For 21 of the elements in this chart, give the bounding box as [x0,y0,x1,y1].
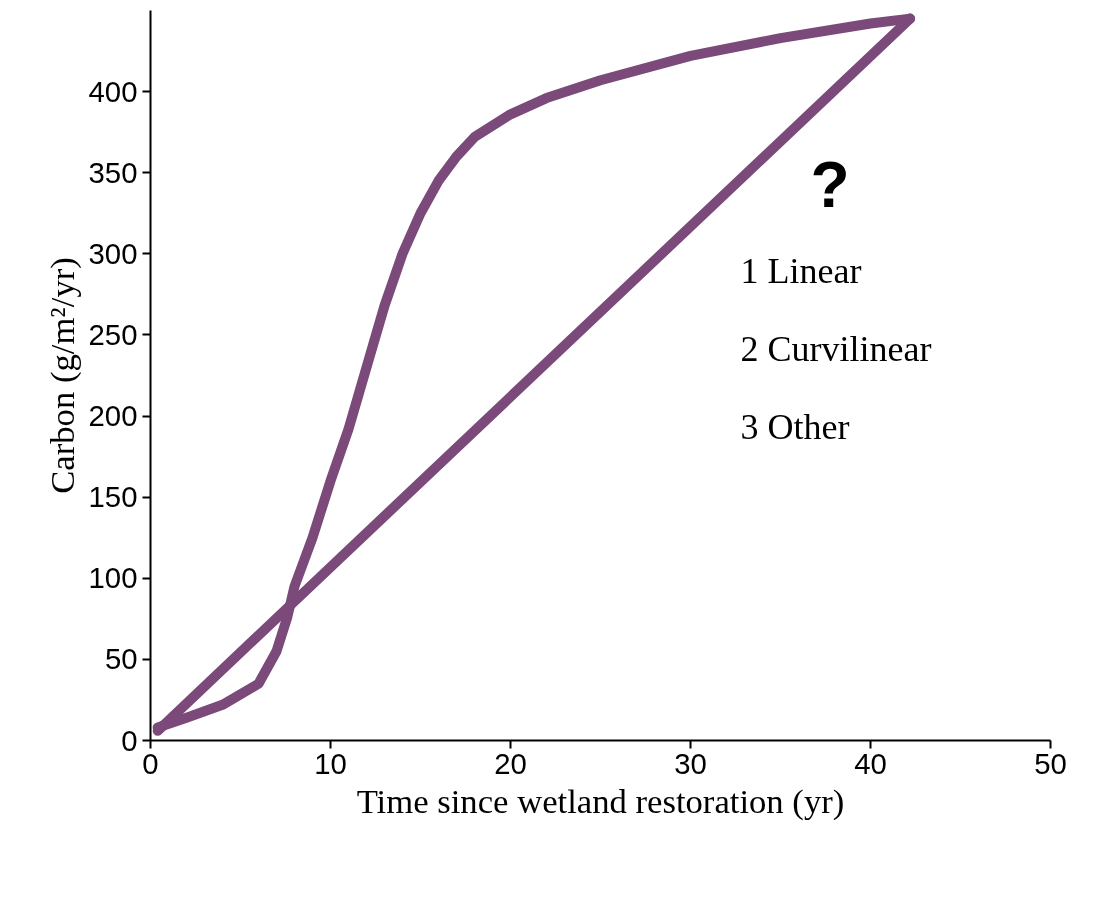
annotation: 2 Curvilinear [740,328,932,369]
annotation: 3 Other [740,406,850,447]
y-tick-label: 50 [104,642,138,676]
x-tick-label: 0 [142,746,159,780]
y-tick-label: 200 [88,399,138,433]
x-tick-label: 10 [314,746,347,780]
y-tick-label: 150 [88,480,138,514]
y-axis-title: Carbon (g/m²/yr) [42,257,82,494]
x-tick-label: 20 [494,746,527,780]
x-tick-label: 50 [1034,746,1067,780]
x-tick-label: 30 [674,746,707,780]
x-axis-title: Time since wetland restoration (yr) [356,781,845,821]
y-tick-label: 100 [88,561,138,595]
y-tick-label: 0 [121,723,138,757]
y-tick-label: 400 [88,74,138,108]
annotation: ? [810,148,850,221]
y-tick-label: 350 [88,155,138,189]
annotation: 1 Linear [740,250,862,291]
x-tick-label: 40 [854,746,887,780]
y-tick-label: 250 [88,317,138,351]
y-tick-label: 300 [88,236,138,270]
